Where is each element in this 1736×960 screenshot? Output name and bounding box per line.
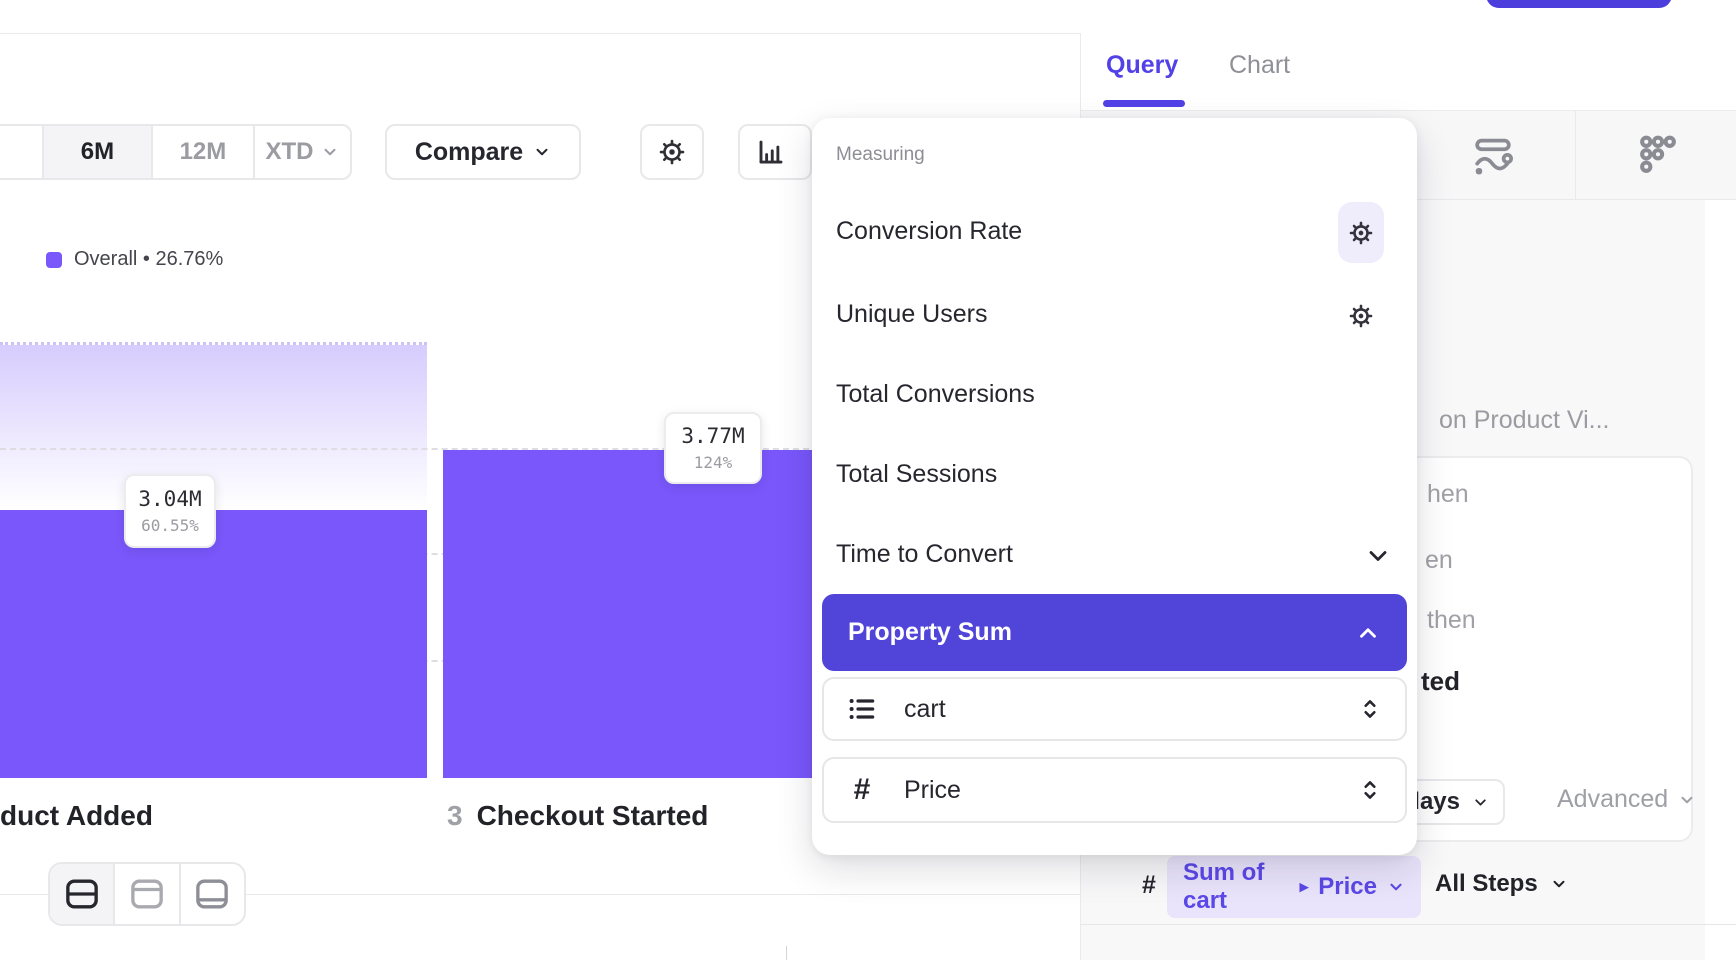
- gear-icon: [657, 137, 687, 167]
- legend-label: Overall • 26.76%: [74, 248, 224, 270]
- hash-icon: #: [853, 773, 871, 806]
- menu-item-unique-users[interactable]: Unique Users: [836, 300, 988, 328]
- panel-bottom-divider: [1081, 924, 1736, 925]
- range-m-button[interactable]: M: [0, 126, 44, 178]
- legend-swatch: [46, 251, 62, 268]
- funnel-bar-checkout-started[interactable]: [443, 450, 873, 778]
- layout-split-rows-icon: [64, 877, 100, 911]
- conversion-rate-settings-button[interactable]: [1338, 202, 1384, 263]
- flow-steps-icon: [1470, 133, 1516, 177]
- property-select-cart[interactable]: cart: [822, 677, 1407, 741]
- layout-split-rows-button[interactable]: [50, 864, 116, 924]
- gear-icon: [1347, 302, 1375, 330]
- bar-value-tooltip: 3.77M 124%: [664, 412, 762, 484]
- range-6m-button[interactable]: 6M: [43, 126, 153, 178]
- menu-item-total-conversions[interactable]: Total Conversions: [836, 380, 1035, 408]
- primary-action-button[interactable]: [1486, 0, 1672, 8]
- funnel-chart: 3.04M 60.55% 3.77M 124% duct Added 3 Chec…: [0, 342, 1080, 960]
- menu-item-time-to-convert[interactable]: Time to Convert: [836, 540, 1013, 568]
- chevron-down-icon[interactable]: [1364, 542, 1392, 570]
- chevron-down-icon: [1472, 794, 1489, 811]
- gridline: [0, 448, 1080, 450]
- step-row-fragment-when: hen: [1427, 480, 1469, 508]
- menu-item-property-sum-selected[interactable]: Property Sum: [822, 594, 1407, 671]
- flow-steps-tab[interactable]: [1468, 131, 1518, 179]
- chart-type-button[interactable]: [738, 124, 812, 180]
- range-12m-button[interactable]: 12M: [153, 126, 255, 178]
- step-label-product-added: duct Added: [0, 800, 153, 831]
- date-range-segmented-control: M 6M 12M XTD: [0, 124, 352, 180]
- property-select-price[interactable]: # Price: [822, 757, 1407, 823]
- breadcrumb-arrow: ▸: [1299, 877, 1309, 896]
- step-row-fragment-started: ted: [1421, 666, 1460, 696]
- table-column-divider: [786, 946, 787, 960]
- layout-bottom-bar-button[interactable]: [181, 864, 244, 924]
- layout-top-bar-icon: [129, 877, 165, 911]
- popup-title: Measuring: [836, 144, 925, 165]
- section-divider: [0, 894, 1080, 895]
- step-row-fragment-when: en: [1425, 546, 1453, 574]
- gear-icon: [1347, 219, 1375, 247]
- layout-bottom-bar-icon: [194, 877, 230, 911]
- panel-section-title: on Product Vi...: [1439, 406, 1610, 434]
- compare-button[interactable]: Compare: [385, 124, 581, 180]
- scroll-gutter: [1705, 200, 1736, 960]
- step-row-fragment-then: then: [1427, 606, 1476, 634]
- icon-row-divider: [1575, 111, 1576, 200]
- advanced-dropdown[interactable]: Advanced: [1557, 785, 1696, 814]
- range-xtd-button[interactable]: XTD: [255, 126, 350, 178]
- chevron-down-icon: [1550, 875, 1568, 893]
- chevron-down-icon: [321, 143, 339, 161]
- funnel-dots-icon: [1636, 133, 1680, 177]
- tab-chart[interactable]: Chart: [1229, 51, 1291, 79]
- bar-value-tooltip: 3.04M 60.55%: [124, 474, 216, 548]
- step-label-checkout-started: 3 Checkout Started: [447, 800, 709, 831]
- unfold-icon: [1357, 777, 1383, 803]
- funnel-dots-tab[interactable]: [1633, 131, 1683, 179]
- layout-toggle: [48, 862, 246, 926]
- sum-of-cart-price-chip[interactable]: Sum of cart ▸ Price: [1167, 856, 1421, 918]
- measuring-popup: Measuring Conversion Rate Unique Users T…: [812, 118, 1417, 855]
- all-steps-dropdown[interactable]: All Steps: [1435, 870, 1568, 898]
- tab-query-underline: [1103, 100, 1185, 107]
- numeric-type-glyph: #: [1142, 871, 1156, 899]
- legend[interactable]: Overall • 26.76%: [46, 248, 223, 271]
- chevron-up-icon: [1355, 620, 1381, 646]
- menu-item-total-sessions[interactable]: Total Sessions: [836, 460, 998, 488]
- panel-tabs: Query Chart: [1081, 33, 1736, 111]
- bar-chart-icon: [756, 137, 786, 167]
- chevron-down-icon: [1387, 878, 1405, 896]
- funnel-bar-product-added[interactable]: [0, 510, 427, 778]
- chevron-down-icon: [1678, 791, 1696, 809]
- unique-users-settings-button[interactable]: [1338, 285, 1384, 346]
- tab-query[interactable]: Query: [1106, 51, 1179, 79]
- topbar-border: [0, 33, 1736, 34]
- layout-top-bar-button[interactable]: [115, 864, 181, 924]
- chevron-down-icon: [533, 143, 551, 161]
- unfold-icon: [1357, 696, 1383, 722]
- list-property-icon: [846, 693, 878, 725]
- step-number: 3: [447, 800, 463, 831]
- chart-settings-button[interactable]: [640, 124, 704, 180]
- menu-item-conversion-rate[interactable]: Conversion Rate: [836, 217, 1023, 245]
